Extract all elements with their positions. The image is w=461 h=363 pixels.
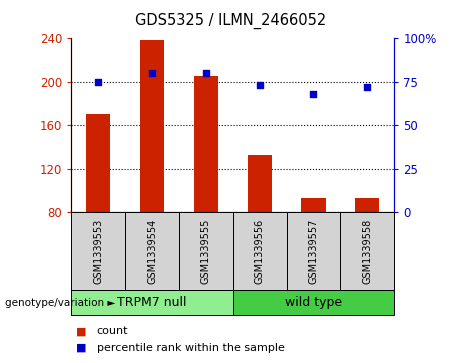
- Point: [364, 84, 371, 90]
- FancyBboxPatch shape: [340, 212, 394, 290]
- FancyBboxPatch shape: [179, 212, 233, 290]
- Text: GSM1339557: GSM1339557: [308, 219, 319, 284]
- Point: [95, 79, 102, 85]
- FancyBboxPatch shape: [287, 212, 340, 290]
- FancyBboxPatch shape: [71, 212, 125, 290]
- Text: GSM1339558: GSM1339558: [362, 219, 372, 284]
- Bar: [355, 198, 379, 212]
- Text: genotype/variation ►: genotype/variation ►: [5, 298, 115, 308]
- FancyBboxPatch shape: [233, 212, 287, 290]
- Text: GSM1339554: GSM1339554: [147, 219, 157, 284]
- Text: percentile rank within the sample: percentile rank within the sample: [97, 343, 285, 353]
- Text: GSM1339556: GSM1339556: [254, 219, 265, 284]
- FancyBboxPatch shape: [71, 290, 233, 315]
- Text: GDS5325 / ILMN_2466052: GDS5325 / ILMN_2466052: [135, 13, 326, 29]
- Text: TRPM7 null: TRPM7 null: [118, 296, 187, 309]
- Bar: [248, 155, 272, 212]
- Bar: [194, 76, 218, 212]
- Bar: [86, 114, 111, 212]
- Text: count: count: [97, 326, 128, 337]
- Bar: [301, 198, 325, 212]
- Point: [202, 70, 210, 76]
- Point: [310, 91, 317, 97]
- FancyBboxPatch shape: [233, 290, 394, 315]
- Text: ■: ■: [76, 343, 87, 353]
- Text: wild type: wild type: [285, 296, 342, 309]
- Text: GSM1339553: GSM1339553: [93, 219, 103, 284]
- FancyBboxPatch shape: [125, 212, 179, 290]
- Text: ■: ■: [76, 326, 87, 337]
- Point: [148, 70, 156, 76]
- Text: GSM1339555: GSM1339555: [201, 219, 211, 284]
- Point: [256, 82, 263, 88]
- Bar: [140, 40, 164, 212]
